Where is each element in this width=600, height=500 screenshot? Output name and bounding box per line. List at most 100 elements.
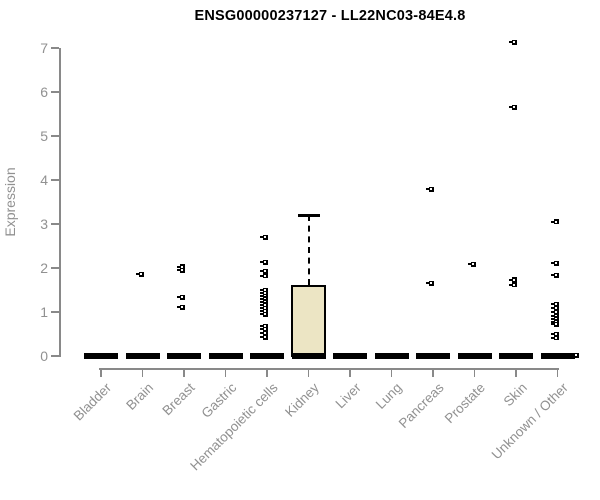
x-axis-tick (556, 368, 559, 377)
x-axis-line (99, 368, 559, 370)
x-tick-label: Brain (123, 380, 157, 413)
data-point (260, 290, 268, 296)
y-axis-tick (51, 311, 59, 313)
x-axis-tick (307, 368, 310, 377)
x-tick-label: Skin (500, 380, 530, 410)
data-point (509, 282, 517, 288)
data-point (550, 219, 559, 225)
y-axis-tick (51, 267, 59, 269)
x-tick-label: Unknown / Other (488, 380, 572, 463)
zero-median-bar (333, 353, 367, 359)
data-point (260, 299, 268, 305)
data-point (550, 301, 559, 307)
chart-title: ENSG00000237127 - LL22NC03-84E4.8 (194, 8, 466, 24)
zero-median-bar (416, 353, 450, 359)
zero-median-bar (125, 353, 160, 359)
data-point (509, 39, 517, 45)
data-point (467, 261, 476, 267)
data-point (260, 234, 268, 240)
data-point (550, 335, 559, 341)
zero-median-bar (208, 353, 243, 359)
data-point (509, 104, 517, 110)
y-tick-label: 0 (40, 348, 48, 364)
x-axis-tick (183, 368, 185, 377)
data-point (177, 264, 185, 270)
x-tick-label: Gastric (198, 380, 240, 421)
upper-whisker (307, 215, 310, 286)
x-axis-tick (432, 368, 434, 377)
data-point (550, 260, 559, 266)
data-point (260, 287, 268, 293)
y-tick-label: 1 (40, 304, 48, 320)
y-axis-tick (51, 355, 59, 357)
data-point (509, 277, 517, 283)
zero-median-bar (291, 353, 326, 359)
data-point (177, 267, 185, 273)
data-point (260, 268, 268, 274)
x-axis-tick (515, 368, 517, 377)
x-tick-label: Kidney (282, 380, 323, 420)
data-point (260, 323, 268, 329)
data-point (260, 308, 268, 314)
zero-median-bar (167, 353, 201, 359)
x-axis-tick (266, 368, 268, 377)
zero-median-bar (250, 353, 284, 359)
data-point (426, 280, 434, 286)
x-axis-tick (141, 368, 144, 377)
y-tick-label: 5 (40, 128, 48, 144)
data-point (260, 273, 268, 279)
data-point (570, 352, 579, 358)
y-tick-label: 3 (40, 216, 48, 232)
x-axis-tick (473, 368, 476, 377)
data-point (177, 294, 185, 300)
y-tick-label: 4 (40, 172, 48, 188)
y-axis-tick (51, 91, 59, 93)
zero-median-bar (374, 353, 409, 359)
y-axis-tick (51, 223, 59, 225)
zero-median-bar (540, 353, 575, 359)
x-tick-label: Pancreas (395, 380, 447, 431)
x-tick-label: Bladder (71, 380, 115, 424)
data-point (260, 259, 268, 265)
x-axis-tick (224, 368, 227, 377)
data-point (550, 316, 559, 322)
x-tick-label: Breast (159, 380, 198, 419)
data-point (260, 326, 268, 332)
x-tick-label: Liver (332, 380, 364, 412)
y-tick-label: 2 (40, 260, 48, 276)
y-tick-label: 7 (40, 40, 48, 56)
data-point (260, 293, 268, 299)
box (291, 285, 326, 357)
y-axis-tick (51, 135, 59, 137)
data-point (177, 304, 185, 310)
x-tick-label: Prostate (441, 380, 489, 427)
data-point (135, 271, 144, 277)
y-axis-tick (51, 179, 59, 181)
x-axis-tick (349, 368, 351, 377)
x-axis-tick (100, 368, 102, 377)
data-point (426, 186, 434, 192)
y-tick-label: 6 (40, 84, 48, 100)
y-axis-line (59, 48, 61, 357)
data-point (260, 330, 268, 336)
data-point (260, 334, 268, 340)
x-axis-tick (390, 368, 393, 377)
zero-median-bar (84, 353, 118, 359)
data-point (260, 302, 268, 308)
data-point (550, 319, 559, 325)
data-point (260, 311, 268, 317)
data-point (260, 305, 268, 311)
x-tick-label: Lung (373, 380, 406, 412)
data-point (550, 272, 559, 278)
data-point (550, 313, 559, 319)
data-point (260, 296, 268, 302)
data-point (550, 321, 559, 327)
data-point (550, 309, 559, 315)
zero-median-bar (457, 353, 492, 359)
data-point (550, 331, 559, 337)
y-axis-tick (51, 47, 59, 49)
whisker-cap (297, 213, 320, 217)
zero-median-bar (499, 353, 533, 359)
data-point (550, 305, 559, 311)
